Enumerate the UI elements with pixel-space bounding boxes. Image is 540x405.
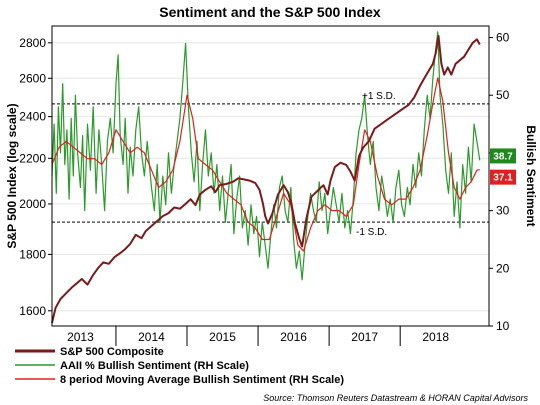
end-value-badge-bg bbox=[490, 169, 516, 185]
label-layer: +1 S.D. -1 S.D. 38.7 37.1 bbox=[356, 91, 516, 238]
y-right-tick-label: 10 bbox=[496, 319, 510, 333]
axis-layer: 1600180020002200240026002800102030405060… bbox=[19, 31, 510, 346]
plot-frame bbox=[51, 25, 490, 327]
x-year-label: 2014 bbox=[138, 330, 165, 344]
y-left-tick-label: 2800 bbox=[19, 36, 46, 50]
x-year-label: 2017 bbox=[351, 330, 378, 344]
y-left-tick-label: 1600 bbox=[19, 304, 46, 318]
y-axis-left-title: S&P 500 Index (log scale) bbox=[5, 103, 19, 248]
x-year-label: 2013 bbox=[67, 330, 94, 344]
y-axis-right-title: Bullish Sentiment bbox=[524, 125, 538, 226]
y-right-tick-label: 30 bbox=[496, 204, 510, 218]
y-right-tick-label: 50 bbox=[496, 88, 510, 102]
chart-title: Sentiment and the S&P 500 Index bbox=[159, 4, 381, 20]
y-left-tick-label: 2200 bbox=[19, 151, 46, 165]
legend-label-ma: 8 period Moving Average Bullish Sentimen… bbox=[60, 374, 344, 386]
source-note: Source: Thomson Reuters Datastream & HOR… bbox=[263, 393, 528, 403]
end-value-badge: 37.1 bbox=[493, 173, 513, 184]
legend-label-aaii: AAII % Bullish Sentiment (RH Scale) bbox=[60, 360, 249, 372]
series-line-spx bbox=[51, 35, 481, 324]
grid-layer bbox=[52, 42, 489, 312]
series-layer bbox=[51, 31, 481, 324]
x-year-label: 2015 bbox=[209, 330, 236, 344]
y-left-tick-label: 1800 bbox=[19, 247, 46, 261]
series-line-aaii bbox=[51, 31, 481, 281]
y-right-tick-label: 60 bbox=[496, 31, 510, 45]
end-value-badge-bg bbox=[490, 148, 516, 164]
reference-line-label: +1 S.D. bbox=[362, 91, 396, 102]
y-left-tick-label: 2000 bbox=[19, 197, 46, 211]
legend: S&P 500 Composite AAII % Bullish Sentimen… bbox=[15, 346, 344, 386]
legend-label-spx: S&P 500 Composite bbox=[60, 346, 164, 358]
y-left-tick-label: 2600 bbox=[19, 71, 46, 85]
x-year-label: 2016 bbox=[280, 330, 307, 344]
series-line-ma bbox=[51, 77, 480, 252]
y-left-tick-label: 2400 bbox=[19, 110, 46, 124]
x-year-label: 2018 bbox=[422, 330, 449, 344]
reference-line-label: -1 S.D. bbox=[356, 227, 387, 238]
y-right-tick-label: 20 bbox=[496, 261, 510, 275]
end-value-badge: 38.7 bbox=[493, 151, 513, 162]
